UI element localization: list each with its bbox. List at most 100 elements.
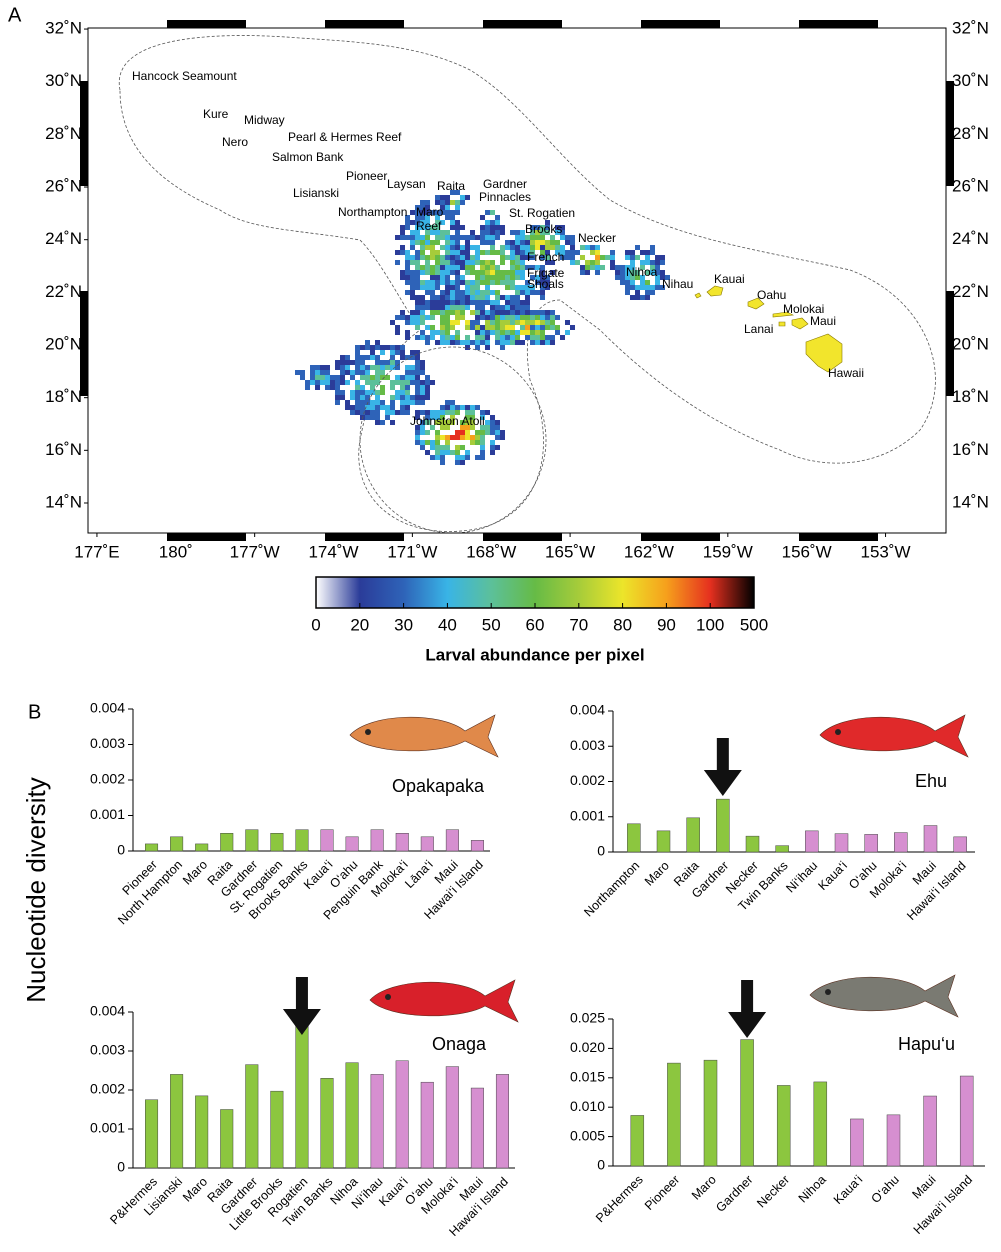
place-label: Laysan [387, 177, 426, 191]
abundance-pixel [415, 440, 420, 445]
abundance-pixel [380, 370, 385, 375]
abundance-pixel [645, 285, 650, 290]
place-label: Lanai [744, 322, 773, 336]
abundance-pixel [470, 245, 475, 250]
abundance-pixel [410, 245, 415, 250]
abundance-pixel [395, 375, 400, 380]
abundance-pixel [515, 310, 520, 315]
abundance-pixel [415, 360, 420, 365]
abundance-pixel [520, 340, 525, 345]
abundance-pixel [435, 450, 440, 455]
abundance-pixel [620, 275, 625, 280]
abundance-pixel [455, 255, 460, 260]
fish-eye [835, 729, 841, 735]
abundance-pixel [510, 330, 515, 335]
abundance-pixel [420, 265, 425, 270]
abundance-pixel [410, 210, 415, 215]
abundance-pixel [460, 250, 465, 255]
y-tick-label: 0 [117, 1159, 125, 1175]
place-label: Salmon Bank [272, 150, 344, 164]
abundance-pixel [495, 320, 500, 325]
bar [835, 834, 848, 852]
abundance-pixel [430, 270, 435, 275]
abundance-pixel [435, 265, 440, 270]
bar [894, 833, 907, 852]
abundance-pixel [450, 280, 455, 285]
abundance-pixel [520, 310, 525, 315]
abundance-pixel [415, 300, 420, 305]
place-label: French [527, 250, 564, 264]
bar [924, 1096, 937, 1166]
fish-eye [385, 994, 391, 1000]
abundance-pixel [480, 340, 485, 345]
abundance-pixel [525, 330, 530, 335]
place-label: Raita [437, 179, 465, 193]
abundance-pixel [370, 345, 375, 350]
abundance-pixel [445, 260, 450, 265]
abundance-pixel [385, 405, 390, 410]
abundance-pixel [410, 400, 415, 405]
bar [716, 799, 729, 852]
abundance-pixel [580, 245, 585, 250]
abundance-pixel [470, 265, 475, 270]
abundance-pixel [470, 300, 475, 305]
abundance-pixel [470, 320, 475, 325]
abundance-pixel [345, 380, 350, 385]
abundance-pixel [490, 210, 495, 215]
abundance-pixel [590, 260, 595, 265]
y-tick-label-right: 16˚N [952, 440, 989, 459]
abundance-pixel [455, 340, 460, 345]
y-tick-label: 32˚N [45, 19, 82, 38]
abundance-pixel [420, 370, 425, 375]
abundance-pixel [450, 295, 455, 300]
abundance-pixel [575, 250, 580, 255]
y-tick-label-right: 26˚N [952, 177, 989, 196]
y-tick-label: 0.015 [570, 1069, 605, 1085]
abundance-pixel [445, 205, 450, 210]
abundance-pixel [350, 395, 355, 400]
panel-label: B [28, 701, 41, 723]
abundance-pixel [480, 235, 485, 240]
abundance-pixel [485, 425, 490, 430]
abundance-pixel [445, 335, 450, 340]
abundance-pixel [425, 235, 430, 240]
abundance-pixel [375, 415, 380, 420]
abundance-pixel [445, 290, 450, 295]
y-tick-label-right: 22˚N [952, 282, 989, 301]
abundance-pixel [440, 455, 445, 460]
abundance-pixel [505, 315, 510, 320]
abundance-pixel [520, 265, 525, 270]
abundance-pixel [485, 285, 490, 290]
abundance-pixel [445, 215, 450, 220]
abundance-pixel [415, 385, 420, 390]
y-tick-label: 0.003 [570, 737, 605, 753]
abundance-pixel [445, 295, 450, 300]
y-tick-label-right: 14˚N [952, 492, 989, 511]
abundance-pixel [585, 245, 590, 250]
place-label: Oahu [757, 288, 786, 302]
abundance-pixel [635, 285, 640, 290]
abundance-pixel [455, 330, 460, 335]
abundance-pixel [430, 240, 435, 245]
abundance-pixel [365, 380, 370, 385]
abundance-pixel [515, 330, 520, 335]
abundance-pixel [510, 275, 515, 280]
abundance-pixel [365, 340, 370, 345]
abundance-pixel [480, 290, 485, 295]
abundance-pixel [355, 380, 360, 385]
x-tick-label: Ni‘ihau [783, 859, 820, 896]
abundance-pixel [305, 385, 310, 390]
highlight-arrow [283, 977, 321, 1035]
bar [960, 1076, 973, 1166]
abundance-pixel [370, 355, 375, 360]
place-label: Nihoa [626, 265, 658, 279]
abundance-pixel [530, 240, 535, 245]
abundance-pixel [460, 225, 465, 230]
bar [246, 1065, 259, 1168]
abundance-pixel [390, 380, 395, 385]
abundance-pixel [345, 400, 350, 405]
bar [887, 1115, 900, 1166]
abundance-pixel [650, 285, 655, 290]
abundance-pixel [375, 370, 380, 375]
abundance-pixel [415, 400, 420, 405]
